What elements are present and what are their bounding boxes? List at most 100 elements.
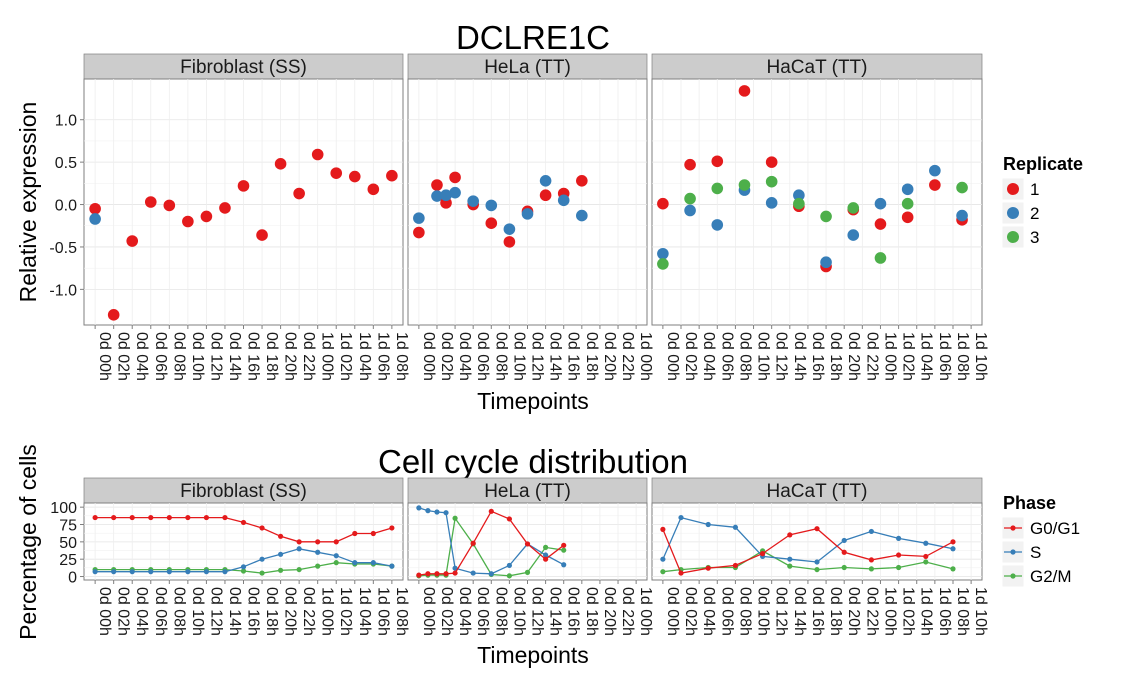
- cell-cycle-fibroblast-ss-x-tick-label: 1d 02h: [337, 587, 354, 636]
- cell-cycle-hela-tt-point-s: [452, 565, 458, 571]
- expression-hacat-tt-point-replicate-1: [765, 156, 778, 168]
- expression-hela-tt-x-tick-label: 0d 10h: [510, 332, 527, 381]
- expression-y-tick-label: 0.5: [55, 155, 77, 172]
- cell-cycle-hacat-tt-point-g0-g1: [895, 552, 902, 558]
- cell-cycle-hela-tt-point-s: [443, 510, 449, 516]
- cell-cycle-hela-tt-x-tick-label: 0d 18h: [583, 587, 600, 636]
- cell-cycle-fibroblast-ss-point-s: [389, 563, 395, 569]
- cell-cycle-fibroblast-ss-point-g2-m: [315, 563, 321, 569]
- cell-cycle-hacat-tt-point-g0-g1: [760, 551, 766, 557]
- cell-cycle-hela-tt-x-tick-label: 0d 12h: [529, 587, 546, 636]
- expression-fibroblast-ss-point-replicate-1: [126, 235, 139, 247]
- cell-cycle-fibroblast-ss-point-s: [240, 564, 247, 570]
- cell-cycle-fibroblast-ss-point-s: [185, 569, 191, 575]
- expression-y-tick-label: -1.0: [49, 282, 77, 299]
- expression-fibroblast-ss-x-tick-label: 0d 00h: [96, 332, 113, 381]
- expression-fibroblast-ss-x-tick-label: 0d 20h: [282, 332, 299, 381]
- cell-cycle-fibroblast-ss-point-g0-g1: [259, 525, 265, 531]
- legend-marker-g2-m: [1010, 573, 1016, 579]
- expression-hacat-tt-point-replicate-3: [847, 202, 860, 214]
- expression-hacat-tt-x-tick-label: 0d 18h: [827, 332, 844, 381]
- expression-fibroblast-ss-point-replicate-1: [386, 169, 398, 182]
- legend-label-s: S: [1030, 543, 1041, 562]
- cell-cycle-fibroblast-ss-point-g0-g1: [370, 530, 376, 537]
- cell-cycle-fibroblast-ss-point-g2-m: [277, 567, 284, 573]
- cell-cycle-fibroblast-ss-point-g0-g1: [92, 514, 98, 521]
- cell-cycle-hacat-tt-x-tick-label: 1d 00h: [881, 587, 898, 636]
- cell-cycle-hela-tt-point-g0-g1: [434, 571, 440, 577]
- expression-hela-tt-point-replicate-2: [440, 189, 452, 202]
- cell-cycle-hacat-tt-x-tick-label: 0d 18h: [827, 587, 844, 636]
- expression-hacat-tt-point-replicate-2: [901, 183, 914, 196]
- expression-hacat-tt-x-tick-label: 0d 08h: [736, 332, 753, 381]
- expression-hela-tt-x-tick-label: 0d 08h: [492, 332, 509, 381]
- cell-cycle-hacat-tt-point-g0-g1: [841, 549, 847, 555]
- expression-hela-tt-point-replicate-1: [413, 226, 425, 239]
- cell-cycle-hacat-tt-x-tick-label: 1d 04h: [918, 587, 935, 636]
- cell-cycle-hacat-tt-point-g0-g1: [950, 539, 956, 545]
- expression-hacat-tt-point-replicate-3: [901, 197, 914, 210]
- expression-hela-tt-x-tick-label: 0d 12h: [529, 332, 546, 381]
- cell-cycle-y-tick-label: 50: [59, 535, 77, 552]
- cell-cycle-fibroblast-ss-x-tick-label: 0d 00h: [96, 587, 113, 636]
- cell-cycle-hacat-tt-point-g2-m: [950, 566, 956, 572]
- expression-y-tick-label: 1.0: [55, 113, 77, 130]
- expression-fibroblast-ss-x-tick-label: 1d 06h: [374, 332, 391, 381]
- expression-hela-tt-point-replicate-1: [576, 174, 588, 187]
- expression-hela-tt-point-replicate-1: [539, 189, 552, 202]
- legend-label-g2-m: G2/M: [1030, 567, 1072, 586]
- expression-hacat-tt-x-tick-label: 1d 00h: [881, 332, 898, 381]
- cell-cycle-hacat-tt-line-s: [662, 516, 954, 563]
- cell-cycle-fibroblast-ss-x-tick-label: 0d 12h: [207, 587, 224, 636]
- expression-hacat-tt-point-replicate-2: [657, 247, 669, 260]
- cell-cycle-fibroblast-ss-point-g0-g1: [240, 519, 247, 526]
- expression-fibroblast-ss-point-replicate-1: [182, 215, 194, 228]
- cell-cycle-fibroblast-ss-strip-label: Fibroblast (SS): [180, 481, 307, 502]
- expression-fibroblast-ss-x-tick-label: 0d 04h: [133, 332, 150, 381]
- cell-cycle-hacat-tt-point-g0-g1: [705, 565, 711, 571]
- cell-cycle-hacat-tt-x-tick-label: 0d 06h: [718, 587, 735, 636]
- cell-cycle-hacat-tt-point-g0-g1: [787, 532, 793, 538]
- cell-cycle-fibroblast-ss-point-g0-g1: [352, 530, 358, 537]
- expression-hela-tt-point-replicate-1: [503, 236, 516, 248]
- expression-hacat-tt-point-replicate-3: [874, 252, 887, 264]
- legend-label-1: 1: [1030, 180, 1039, 199]
- expression-fibroblast-ss-point-replicate-1: [237, 180, 250, 192]
- legend-marker-3: [1007, 231, 1019, 243]
- cell-cycle-hacat-tt-x-tick-label: 0d 04h: [700, 587, 717, 636]
- cell-cycle-hacat-tt-x-tick-label: 1d 08h: [954, 587, 971, 636]
- cell-cycle-hela-tt-point-g0-g1: [488, 508, 494, 514]
- expression-hela-tt-point-replicate-1: [431, 179, 443, 191]
- cell-cycle-hacat-tt-x-tick-label: 0d 20h: [845, 587, 862, 636]
- expression-hela-tt-point-replicate-2: [503, 223, 516, 235]
- cell-cycle-fibroblast-ss-point-g0-g1: [203, 514, 210, 521]
- cell-cycle-fibroblast-ss-point-g0-g1: [296, 539, 302, 545]
- expression-hacat-tt-x-tick-label: 0d 22h: [863, 332, 880, 381]
- expression-hela-tt-x-tick-label: 0d 14h: [547, 332, 564, 381]
- expression-hela-tt-x-tick-label: 0d 16h: [565, 332, 582, 381]
- cell-cycle-hacat-tt-strip-label: HaCaT (TT): [767, 481, 868, 502]
- expression-fibroblast-ss-x-tick-label: 0d 18h: [263, 332, 280, 381]
- legend-marker-g0-g1: [1010, 525, 1016, 531]
- expression-fibroblast-ss-point-replicate-1: [89, 202, 101, 215]
- cell-cycle-fibroblast-ss-x-tick-label: 0d 16h: [245, 587, 262, 636]
- cell-cycle-fibroblast-ss-x-tick-label: 1d 08h: [393, 587, 410, 636]
- expression-hela-tt-x-tick-label: 0d 00h: [420, 332, 437, 381]
- cell-cycle-fibroblast-ss-point-s: [148, 569, 154, 575]
- cell-cycle-hacat-tt-point-g2-m: [841, 564, 847, 571]
- legend-title-phase: Phase: [1003, 493, 1056, 513]
- expression-hela-tt-point-replicate-2: [467, 195, 479, 207]
- expression-hela-tt-point-replicate-2: [539, 174, 552, 187]
- cell-cycle-hela-tt-point-s: [506, 562, 512, 569]
- y-axis-title-cell-cycle: Percentage of cells: [15, 444, 41, 640]
- expression-hela-tt-point-replicate-2: [576, 209, 588, 222]
- cell-cycle-hela-tt-point-g2-m: [543, 544, 549, 550]
- expression-hacat-tt-x-tick-label: 0d 20h: [845, 332, 862, 381]
- expression-hacat-tt-point-replicate-3: [793, 197, 805, 210]
- expression-hela-tt-point-replicate-2: [557, 194, 570, 207]
- expression-hacat-tt-point-replicate-2: [929, 164, 941, 177]
- cell-cycle-fibroblast-ss-point-s: [277, 551, 284, 557]
- cell-cycle-hacat-tt-point-s: [923, 540, 929, 546]
- cell-cycle-fibroblast-ss-point-g0-g1: [111, 514, 117, 521]
- expression-hacat-tt-point-replicate-1: [874, 218, 887, 230]
